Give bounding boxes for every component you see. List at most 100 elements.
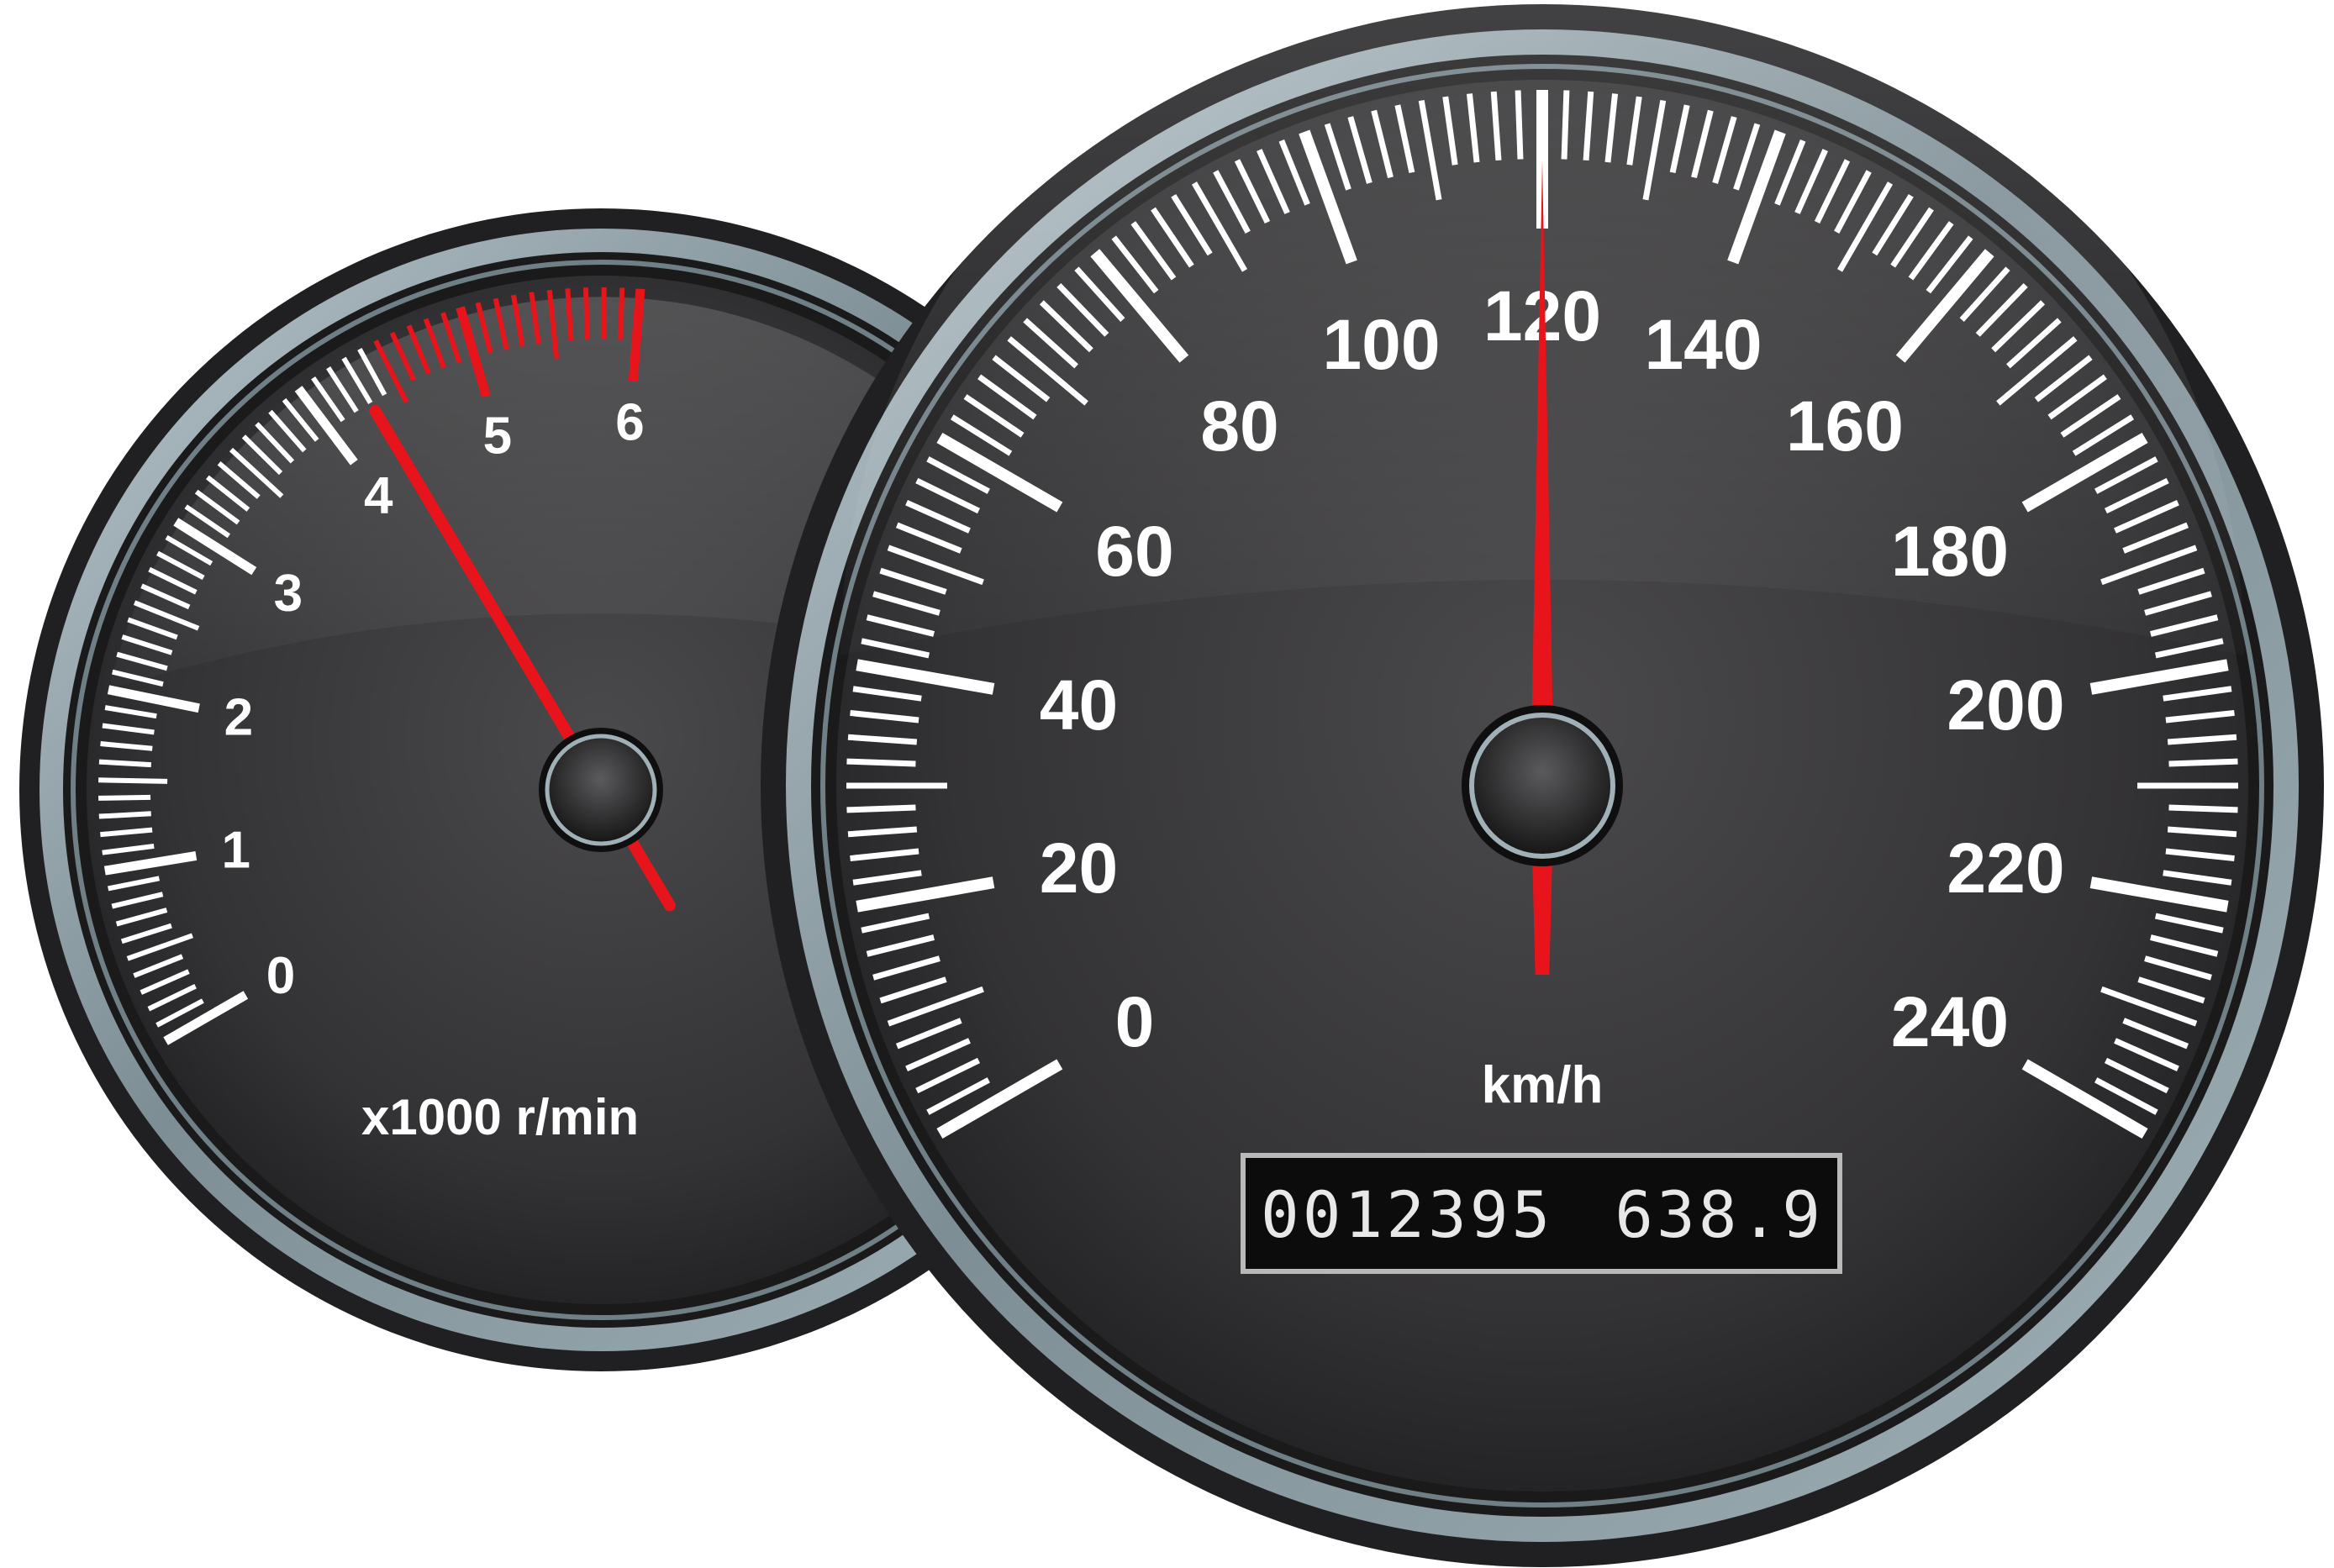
tachometer-tick (294, 386, 358, 466)
speedometer-tick-label: 200 (1947, 666, 2064, 745)
tachometer-tick-label: 1 (221, 822, 250, 880)
speedometer-tick (936, 1059, 1063, 1139)
tachometer-redline-tick (389, 331, 417, 381)
speedometer-tick-label: 20 (1040, 829, 1118, 908)
speedometer-tick (1324, 123, 1351, 191)
speedometer-tick (1834, 170, 1872, 234)
speedometer-tick (1213, 170, 1251, 234)
speedometer-tick (2122, 1018, 2189, 1050)
speedometer-tick (856, 659, 995, 695)
tachometer-tick (116, 651, 168, 671)
speedometer-tick (915, 477, 981, 514)
tachometer-redline-tick (373, 339, 409, 404)
speedometer-tick (866, 934, 935, 957)
speedometer-tick (2149, 934, 2219, 957)
speedometer-tick (1669, 104, 1690, 174)
speedometer-tick (992, 355, 1051, 403)
tachometer-tick (357, 348, 387, 397)
speedometer-tick (1299, 129, 1357, 265)
speedometer-tick (1926, 235, 1973, 294)
tachometer-unit-label: x1000 r/min (361, 1089, 639, 1145)
speedometer-tick (1583, 91, 1594, 161)
speedometer-tick (2021, 432, 2148, 513)
speedometer-tick (872, 955, 940, 981)
tachometer-tick (241, 434, 283, 476)
speedometer-tick-label: 100 (1322, 305, 1440, 384)
speedometer-tick (2163, 686, 2232, 702)
tachometer-tick (108, 876, 161, 892)
speedometer: 020406080100120140160180200220240 km/h 0… (761, 0, 2324, 1567)
speedometer-tick (1171, 193, 1213, 256)
speedometer-tick (1039, 300, 1093, 353)
odometer-total: 0012395 (1261, 1177, 1553, 1252)
tachometer-tick (155, 998, 204, 1028)
tachometer-redline-tick (440, 312, 462, 364)
tachometer-tick (268, 409, 307, 453)
speedometer-tick (856, 876, 995, 913)
speedometer-tick (879, 567, 947, 595)
speedometer-tick (2047, 374, 2107, 420)
tachometer-tick (133, 600, 200, 631)
speedometer-tick (1727, 129, 1786, 265)
speedometer-tick (850, 848, 919, 862)
speedometer-tick (2149, 614, 2219, 637)
speedometer-tick (963, 394, 1025, 438)
speedometer-tick (1733, 123, 1761, 191)
speedometer-tick (950, 414, 1013, 456)
speedometer-tick (2114, 500, 2179, 534)
tachometer-tick (282, 397, 319, 442)
odometer-display: 0012395 638.9 (1241, 1153, 1842, 1274)
speedometer-tick (2168, 758, 2238, 767)
tachometer-tick (102, 843, 155, 855)
speedometer-tick (1836, 182, 1894, 272)
speedometer-tick-label: 0 (1115, 982, 1155, 1061)
speedometer-tick (866, 614, 935, 637)
speedometer-tick (1908, 221, 1954, 281)
speedometer-tick (1996, 336, 2078, 406)
speedometer-tick (2089, 876, 2229, 913)
speedometer-tick (1278, 139, 1310, 206)
tachometer-tick (112, 669, 164, 687)
tachometer-labels: 0 1 2 3 4 5 6 (221, 393, 644, 1005)
speedometer-tick (905, 500, 971, 534)
speedometer-tick (1814, 159, 1851, 224)
speedometer-tick (2060, 394, 2121, 438)
speedometer-tick (1490, 91, 1502, 161)
speedometer-tick (846, 804, 916, 813)
speedometer-tick (1794, 149, 1828, 214)
tachometer-tick (311, 376, 345, 423)
speedometer-tick (2154, 638, 2224, 659)
speedometer-tick (2137, 567, 2205, 595)
speedometer-tick-label: 240 (1891, 982, 2009, 1061)
tachometer-tick-label: 6 (615, 393, 644, 451)
speedometer-tick (1007, 336, 1088, 406)
speedometer-tick (1561, 90, 1570, 160)
speedometer-tick (1515, 90, 1524, 160)
tachometer-tick-label: 2 (224, 688, 253, 746)
tachometer-redline-tick (475, 302, 493, 355)
speedometer-tick (2167, 826, 2237, 838)
tachometer-tick (98, 811, 151, 819)
speedometer-tick-label: 140 (1644, 305, 1762, 384)
tachometer-tick (111, 892, 164, 909)
tachometer-tick (133, 954, 184, 978)
tachometer-tick (165, 534, 213, 566)
speedometer-tick (1466, 93, 1480, 163)
tachometer-tick (126, 933, 193, 961)
tachometer-redline-tick (456, 306, 491, 398)
speedometer-hub (1462, 705, 1623, 866)
speedometer-tick (846, 758, 916, 767)
speedometer-tick (926, 1077, 990, 1115)
speedometer-tick (2094, 456, 2158, 494)
tachometer-tick (98, 777, 168, 784)
speedometer-tick (1130, 221, 1177, 281)
tachometer-hub (539, 728, 663, 852)
tachometer-redline-tick (583, 287, 590, 340)
speedometer-tick (1712, 116, 1737, 184)
speedometer-unit-label: km/h (1482, 1056, 1604, 1114)
tachometer-tick (184, 504, 231, 539)
speedometer-tick (861, 913, 930, 934)
speedometer-tick (1959, 266, 2010, 322)
tachometer-redline-tick (423, 318, 446, 369)
speedometer-tick (872, 591, 940, 616)
